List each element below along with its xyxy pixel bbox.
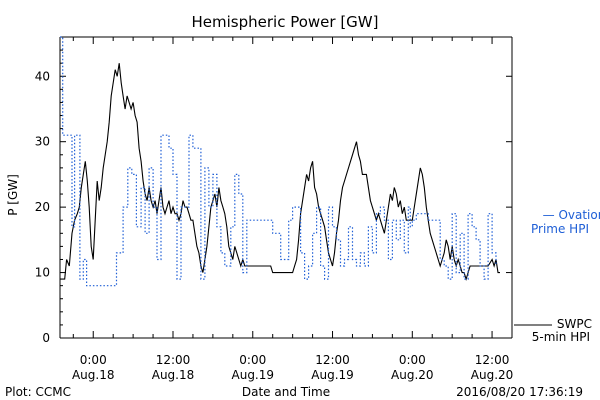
x-axis-ticks: 0:00Aug.1812:00Aug.180:00Aug.1912:00Aug.… [72, 37, 513, 382]
y-tick-label: 20 [35, 200, 50, 214]
x-axis-label: Date and Time [242, 385, 330, 399]
x-tick-date-label: Aug.20 [471, 368, 514, 382]
y-tick-label: 10 [35, 266, 50, 280]
series-ovation-prime-line [60, 36, 497, 287]
legend-ovation-line1: — Ovation [543, 208, 600, 222]
y-tick-label: 40 [35, 69, 50, 83]
footer-timestamp: 2016/08/20 17:36:19 [456, 385, 583, 399]
x-tick-date-label: Aug.20 [391, 368, 434, 382]
x-tick-time-label: 12:00 [475, 353, 510, 367]
series-layer [60, 36, 500, 287]
x-tick-time-label: 12:00 [315, 353, 350, 367]
series-swpc-hpi-line [60, 63, 500, 281]
x-tick-date-label: Aug.19 [311, 368, 354, 382]
x-tick-time-label: 0:00 [80, 353, 107, 367]
footer-credit: Plot: CCMC [5, 385, 71, 399]
x-tick-date-label: Aug.18 [152, 368, 195, 382]
legend-swpc-line1: SWPC [557, 317, 592, 331]
x-tick-date-label: Aug.18 [72, 368, 115, 382]
x-tick-date-label: Aug.19 [232, 368, 275, 382]
x-tick-time-label: 12:00 [156, 353, 191, 367]
legend-ovation-line2: Prime HPI [531, 222, 589, 236]
chart-title: Hemispheric Power [GW] [192, 13, 379, 31]
y-axis-ticks: 0 10 20 30 40 [35, 36, 512, 345]
x-tick-time-label: 0:00 [239, 353, 266, 367]
legend-swpc-line2: 5-min HPI [532, 330, 590, 344]
y-tick-label: 0 [42, 331, 50, 345]
y-axis-label: P [GW] [6, 174, 20, 216]
y-tick-label: 30 [35, 135, 50, 149]
x-tick-time-label: 0:00 [399, 353, 426, 367]
plot-area [59, 36, 513, 339]
